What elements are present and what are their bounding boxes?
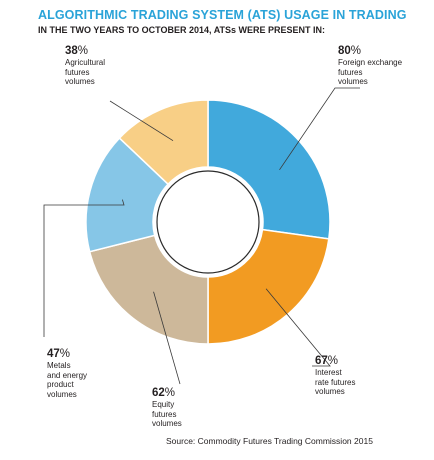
label-equity: 62% Equity futures volumes (152, 387, 182, 429)
leader-line (265, 288, 331, 367)
value-label: 38% (65, 45, 89, 57)
label-interest-rate: 67% Interest rate futures volumes (315, 355, 355, 397)
chart-subtitle: IN THE TWO YEARS TO OCTOBER 2014, ATSs W… (38, 25, 326, 35)
donut-slice (207, 228, 330, 345)
leader-line (109, 100, 174, 142)
donut-slice (207, 99, 331, 240)
donut-hole (156, 170, 260, 274)
slice-description: Metals and energy product volumes (47, 361, 88, 399)
label-agricultural: 38% Agricultural futures volumes (65, 45, 105, 87)
donut-slice (85, 137, 170, 253)
value-label: 47% (47, 348, 71, 360)
value-label: 67% (315, 355, 339, 367)
leader-line (279, 87, 360, 171)
slice-description: Foreign exchange futures volumes (338, 58, 403, 86)
donut-slice (88, 234, 209, 345)
leader-line (43, 199, 125, 337)
label-foreign-exchange: 80% Foreign exchange futures volumes (338, 45, 402, 87)
leader-line (153, 291, 181, 385)
slice-description: Equity futures volumes (152, 400, 182, 428)
source-note: Source: Commodity Futures Trading Commis… (166, 436, 373, 446)
slice-description: Interest rate futures volumes (315, 368, 356, 396)
label-metals-energy: 47% Metals and energy product volumes (47, 348, 87, 399)
value-label: 62% (152, 387, 176, 399)
slice-description: Agricultural futures volumes (65, 58, 106, 86)
chart-title: ALGORITHMIC TRADING SYSTEM (ATS) USAGE I… (38, 8, 407, 22)
value-label: 80% (338, 45, 362, 57)
